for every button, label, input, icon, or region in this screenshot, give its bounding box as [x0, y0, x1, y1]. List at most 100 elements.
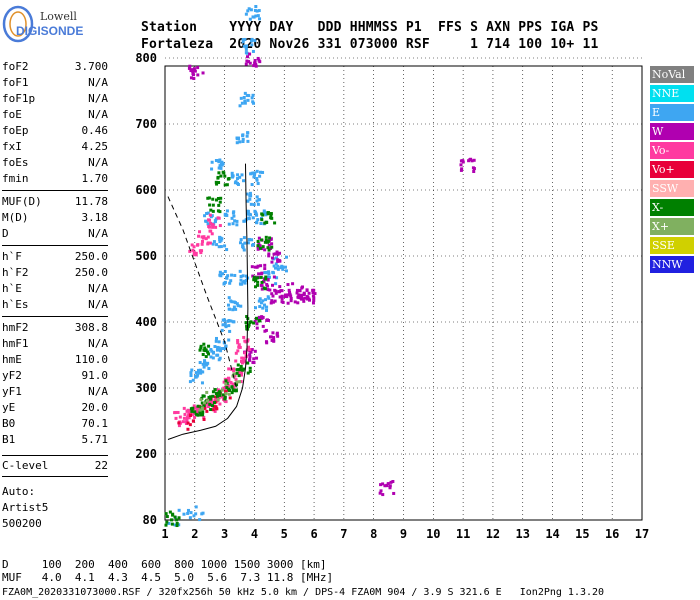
echo-point-w: [311, 288, 315, 292]
echo-point-e: [189, 371, 193, 375]
echo-point-x: [211, 404, 215, 408]
echo-point-w: [278, 285, 282, 289]
echo-point-e: [226, 274, 230, 278]
echo-point-w: [300, 297, 304, 301]
echo-point-e: [225, 276, 229, 280]
echo-point-x: [260, 280, 264, 284]
echo-point-w: [270, 283, 274, 287]
echo-point-e: [243, 279, 247, 283]
echo-point-vo: [202, 235, 206, 239]
echo-point-e: [182, 512, 186, 516]
legend-x: X+: [650, 218, 694, 235]
echo-point-x: [203, 346, 207, 350]
echo-point-vo: [188, 413, 192, 417]
echo-point-e: [239, 238, 243, 242]
echo-point-x: [264, 275, 268, 279]
echo-point-e: [259, 301, 263, 305]
echo-point-vo: [187, 413, 191, 417]
param-row-fof1p: foF1p N/A: [2, 92, 108, 108]
echo-point-vo: [200, 235, 204, 239]
echo-point-vo: [187, 416, 191, 420]
echo-point-w: [270, 256, 274, 260]
echo-point-x: [266, 240, 270, 244]
echo-point-e: [255, 195, 259, 199]
param-row-foe: foE N/A: [2, 108, 108, 124]
echo-point-e: [219, 166, 223, 170]
echo-point-e: [238, 140, 242, 144]
echo-point-e: [243, 241, 247, 245]
echo-point-e: [267, 296, 271, 300]
echo-point-vo: [176, 410, 180, 414]
echo-point-e: [202, 365, 206, 369]
echo-point-e: [214, 217, 218, 221]
echo-point-e: [271, 270, 275, 274]
echo-point-x: [175, 524, 179, 528]
echo-point-e: [272, 264, 276, 268]
echo-point-vo: [226, 384, 230, 388]
echo-point-x: [260, 238, 264, 242]
echo-point-w: [265, 282, 269, 286]
echo-point-e: [274, 282, 278, 286]
param-name: foF1p: [2, 92, 36, 105]
echo-point-e: [228, 281, 232, 285]
echo-point-e: [241, 243, 245, 247]
echo-point-e: [186, 511, 190, 515]
muf-line: MUF 4.0 4.1 4.3 4.5 5.0 5.6 7.3 11.8 [MH…: [2, 571, 334, 584]
echo-point-x: [217, 171, 221, 175]
echo-point-e: [217, 245, 221, 249]
param-value: N/A: [88, 282, 108, 295]
echo-point-x: [199, 398, 203, 402]
echo-point-e: [191, 378, 195, 382]
param-separator: [2, 455, 108, 456]
param-value: 11.78: [74, 195, 108, 208]
echo-point-x: [264, 238, 268, 242]
echo-point-w: [276, 334, 280, 338]
echo-point-w: [192, 77, 196, 81]
echo-point-w: [271, 331, 275, 335]
echo-point-w: [272, 338, 276, 342]
param-name: h`E: [2, 282, 22, 295]
profile-curve: [167, 163, 249, 440]
echo-point-w: [257, 315, 261, 319]
echo-point-x: [245, 324, 249, 328]
echo-point-e: [200, 512, 204, 516]
echo-point-w: [286, 301, 290, 305]
echo-point-e: [229, 319, 233, 323]
echo-point-e: [226, 303, 230, 307]
x-tick-label: 1: [161, 527, 168, 541]
echo-point-e: [217, 166, 221, 170]
echo-point-w: [265, 318, 269, 322]
echo-point-vo: [204, 237, 208, 241]
legend-ssw: SSW: [650, 180, 694, 197]
echo-point-e: [205, 219, 209, 223]
param-name: foEp: [2, 124, 29, 137]
param-value: 22: [94, 459, 108, 472]
echo-point-e: [244, 47, 248, 51]
echo-point-vo: [208, 213, 212, 217]
y-tick-label: 400: [135, 315, 157, 329]
echo-point-x: [235, 380, 239, 384]
echo-point-w: [303, 296, 307, 300]
param-name: B0: [2, 417, 16, 430]
echo-point-vo: [192, 253, 196, 257]
echo-point-e: [274, 266, 278, 270]
echo-point-e: [230, 273, 234, 277]
echo-point-vo: [227, 379, 231, 383]
echo-point-e: [231, 222, 235, 226]
echo-point-x: [170, 518, 174, 522]
echo-point-e: [224, 325, 228, 329]
y-tick-label: 700: [135, 117, 157, 131]
echo-point-vo: [194, 251, 198, 255]
echo-point-x: [252, 275, 256, 279]
echo-point-w: [267, 254, 271, 258]
echo-point-w: [248, 355, 252, 359]
echo-point-w: [259, 283, 263, 287]
echo-point-x: [201, 410, 205, 414]
echo-point-vo: [186, 427, 190, 431]
echo-point-e: [242, 236, 246, 240]
echo-point-e: [255, 199, 259, 203]
echo-point-x: [235, 368, 239, 372]
echo-point-vo: [227, 367, 231, 371]
echo-point-x: [214, 392, 218, 396]
